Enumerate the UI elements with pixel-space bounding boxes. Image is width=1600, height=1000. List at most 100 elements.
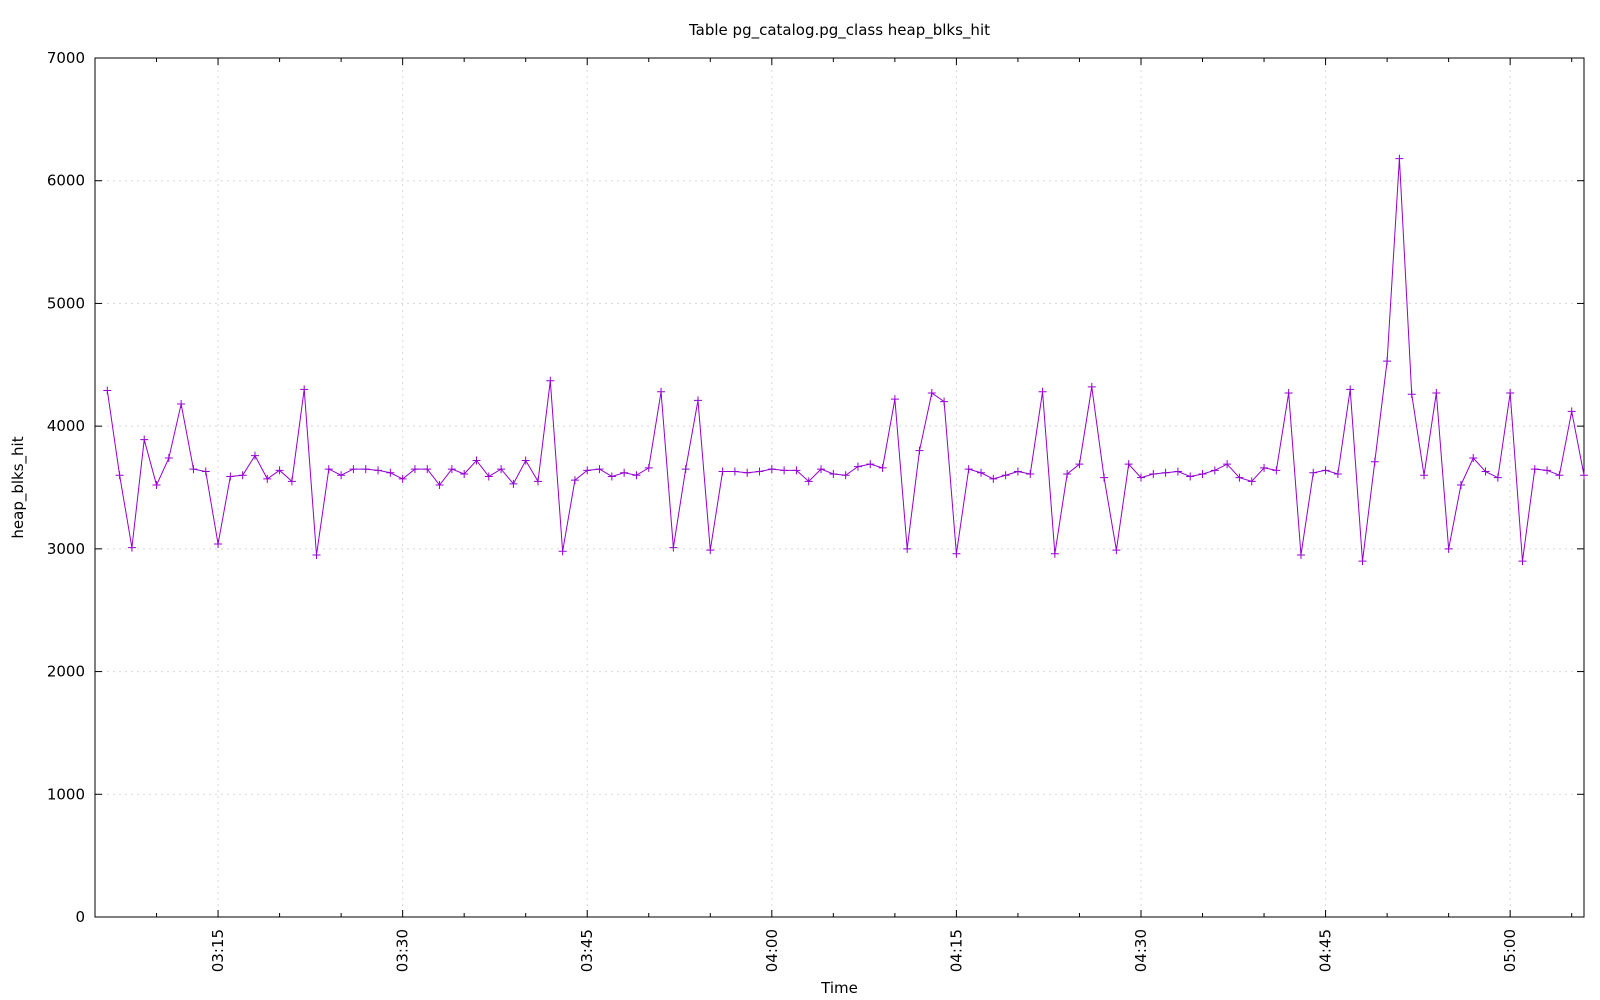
data-point [866, 460, 875, 469]
data-point [644, 463, 653, 472]
data-point [1063, 470, 1072, 479]
data-point [435, 481, 444, 490]
data-point [1296, 550, 1305, 559]
x-tick-label: 05:00 [1501, 929, 1519, 972]
data-point [300, 385, 309, 394]
data-point [792, 466, 801, 475]
data-point [1420, 471, 1429, 480]
data-point [103, 386, 112, 395]
data-point [1395, 154, 1404, 163]
data-point [1456, 481, 1465, 490]
data-point [361, 465, 370, 474]
data-point [472, 456, 481, 465]
data-point [915, 446, 924, 455]
data-point [669, 543, 678, 552]
data-point [164, 454, 173, 463]
data-point [817, 465, 826, 474]
y-tick-label: 0 [75, 908, 85, 926]
x-axis-label: Time [820, 979, 858, 997]
data-point [1112, 546, 1121, 555]
data-point [1124, 460, 1133, 469]
data-point [497, 465, 506, 474]
data-point [460, 470, 469, 479]
data-point [718, 467, 727, 476]
series-line [106, 158, 1584, 562]
data-point [1309, 468, 1318, 477]
x-tick-label: 03:45 [578, 929, 596, 972]
data-point [177, 400, 186, 409]
data-point [1100, 473, 1109, 482]
data-point [1543, 466, 1552, 475]
data-point [127, 543, 136, 552]
y-tick-label: 5000 [47, 294, 85, 312]
x-tick-label: 04:45 [1317, 929, 1335, 972]
data-point [755, 467, 764, 476]
data-point [1001, 471, 1010, 480]
data-point [890, 395, 899, 404]
y-tick-label: 6000 [47, 172, 85, 190]
data-point [1013, 467, 1022, 476]
data-point [324, 465, 333, 474]
data-point [140, 435, 149, 444]
data-point [115, 471, 124, 480]
y-axis-label: heap_blks_hit [9, 436, 28, 538]
data-point [1186, 472, 1195, 481]
data-point [423, 465, 432, 474]
data-point [780, 466, 789, 475]
data-point [804, 477, 813, 486]
data-point [595, 465, 604, 474]
data-point [1530, 465, 1539, 474]
data-point [853, 462, 862, 471]
data-point [1260, 463, 1269, 472]
data-point [263, 474, 272, 483]
data-point [484, 472, 493, 481]
data-point [1235, 473, 1244, 482]
series-layer [103, 154, 1588, 566]
data-point [349, 465, 358, 474]
data-point [1223, 460, 1232, 469]
data-point [1567, 407, 1576, 416]
data-point [1038, 387, 1047, 396]
y-tick-label: 7000 [47, 49, 85, 67]
data-point [534, 477, 543, 486]
data-point [1518, 557, 1527, 566]
data-point [337, 471, 346, 480]
data-point [1026, 470, 1035, 479]
data-point [1050, 549, 1059, 558]
data-point [1333, 470, 1342, 479]
data-point [386, 468, 395, 477]
data-point [447, 465, 456, 474]
x-tick-label: 04:30 [1132, 929, 1150, 972]
x-tick-label: 03:15 [209, 929, 227, 972]
y-tick-label: 4000 [47, 417, 85, 435]
data-point [312, 550, 321, 559]
data-point [583, 466, 592, 475]
data-point [1210, 466, 1219, 475]
data-point [1173, 467, 1182, 476]
data-point [964, 465, 973, 474]
y-tick-label: 2000 [47, 663, 85, 681]
data-point [1432, 389, 1441, 398]
data-point [1087, 382, 1096, 391]
data-point [214, 539, 223, 548]
data-point [829, 470, 838, 479]
data-point [1247, 477, 1256, 486]
data-point [1075, 460, 1084, 469]
data-point [681, 465, 690, 474]
y-tick-label: 3000 [47, 540, 85, 558]
data-point [1555, 471, 1564, 480]
data-point [275, 466, 284, 475]
data-point [767, 465, 776, 474]
data-point [201, 467, 210, 476]
data-point [509, 479, 518, 488]
data-point [546, 376, 555, 385]
data-point [730, 467, 739, 476]
data-point [398, 474, 407, 483]
data-point [878, 463, 887, 472]
data-point [1358, 557, 1367, 566]
data-point [1444, 544, 1453, 553]
data-point [706, 546, 715, 555]
data-point [1506, 389, 1515, 398]
